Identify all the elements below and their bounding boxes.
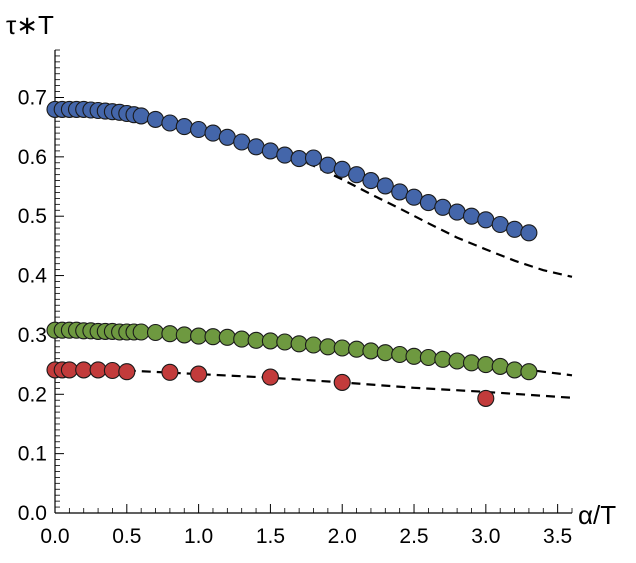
data-point-series-1 [190, 120, 208, 139]
data-point-series-2 [362, 342, 380, 360]
x-tick-label: 3.0 [471, 525, 500, 548]
x-tick-label: 2.5 [399, 525, 428, 548]
data-point-series-1 [405, 188, 423, 206]
x-tick-label: 3.5 [543, 525, 572, 548]
data-point-series-3 [333, 373, 351, 391]
y-tick-label: 0.7 [18, 86, 47, 109]
fit-lines [126, 113, 573, 399]
data-point-series-2 [477, 356, 495, 374]
data-point-series-1 [348, 166, 366, 184]
data-point-series-1 [333, 160, 351, 178]
data-point-series-1 [204, 124, 222, 142]
data-point-series-2 [462, 354, 481, 372]
x-axis: 0.0 0.5 1.0 1.5 2.0 2.5 3.0 3.5 [40, 504, 573, 548]
data-point-series-3 [118, 363, 136, 381]
data-point-series-2 [304, 336, 323, 354]
data-point-series-2 [348, 340, 366, 358]
data-point-series-1 [491, 215, 509, 234]
fit-line [133, 113, 573, 278]
data-point-series-1 [261, 142, 279, 160]
data-point-series-1 [304, 149, 323, 167]
x-tick-label: 0.0 [40, 525, 69, 548]
data-point-series-2 [520, 363, 538, 381]
y-tick-label: 0.2 [18, 383, 47, 406]
data-point-series-1 [233, 133, 251, 151]
data-point-series-3 [190, 365, 208, 383]
data-point-series-1 [362, 172, 380, 190]
data-point-series-2 [448, 352, 466, 370]
data-point-series-2 [218, 328, 236, 346]
data-point-series-3 [103, 361, 121, 380]
data-point-series-3 [261, 368, 279, 386]
data-point-series-1 [477, 211, 495, 229]
y-tick-label: 0.0 [18, 502, 47, 525]
data-point-series-1 [146, 110, 165, 128]
data-point-series-2 [405, 347, 423, 365]
data-point-series-2 [204, 328, 222, 346]
data-point-series-1 [319, 156, 337, 174]
data-point-series-1 [391, 183, 409, 201]
data-point-series-1 [290, 150, 308, 168]
data-point-series-1 [434, 198, 452, 216]
data-point-series-3 [60, 361, 78, 379]
data-point-series-2 [132, 323, 150, 341]
data-point-series-1 [520, 224, 538, 242]
data-point-series-1 [448, 203, 466, 221]
data-point-series-1 [506, 220, 524, 238]
data-point-series-1 [132, 107, 150, 125]
x-tick-label: 0.5 [112, 525, 141, 548]
data-point-series-3 [75, 361, 93, 379]
data-point-series-2 [391, 345, 409, 364]
data-point-series-1 [247, 138, 265, 156]
data-point-series-2 [233, 330, 251, 348]
data-point-series-1 [376, 177, 394, 195]
data-point-series-2 [419, 348, 437, 367]
y-axis: 0.0 0.1 0.2 0.3 0.4 0.5 0.6 0.7 [18, 49, 64, 525]
data-point-series-2 [290, 335, 308, 353]
data-point-series-2 [506, 361, 524, 379]
data-point-series-2 [247, 331, 265, 349]
y-axis-title: τ∗T [6, 10, 54, 40]
x-tick-label: 1.0 [184, 525, 213, 548]
data-point-series-3 [477, 389, 495, 407]
x-tick-label: 2.0 [328, 525, 357, 548]
data-point-series-1 [218, 128, 236, 146]
data-point-series-2 [161, 325, 179, 343]
y-tick-label: 0.6 [18, 146, 47, 169]
y-tick-label: 0.1 [18, 443, 47, 466]
data-point-series-3 [89, 361, 107, 379]
data-point-series-1 [462, 207, 481, 225]
data-point-series-2 [175, 326, 193, 344]
y-tick-label: 0.4 [18, 265, 48, 288]
y-ticks: 0.0 0.1 0.2 0.3 0.4 0.5 0.6 0.7 [18, 49, 64, 525]
x-axis-title: α/T [578, 500, 616, 530]
data-point-series-2 [376, 344, 394, 362]
data-point-series-2 [434, 350, 452, 368]
data-point-series-2 [276, 333, 294, 351]
data-point-series-2 [491, 357, 509, 375]
data-point-series-2 [319, 338, 337, 356]
data-point-series-1 [175, 118, 193, 136]
data-point-series-1 [276, 146, 294, 164]
data-point-series-2 [261, 332, 279, 350]
data-points [46, 100, 538, 407]
data-point-series-1 [419, 194, 437, 212]
data-point-series-2 [333, 339, 351, 357]
data-point-series-3 [161, 363, 179, 381]
data-point-series-1 [161, 114, 179, 132]
x-ticks: 0.0 0.5 1.0 1.5 2.0 2.5 3.0 3.5 [40, 504, 573, 548]
y-tick-label: 0.5 [18, 205, 47, 228]
y-tick-label: 0.3 [18, 324, 47, 347]
data-point-series-2 [190, 327, 208, 345]
x-tick-label: 1.5 [256, 525, 285, 548]
data-point-series-2 [146, 323, 165, 342]
